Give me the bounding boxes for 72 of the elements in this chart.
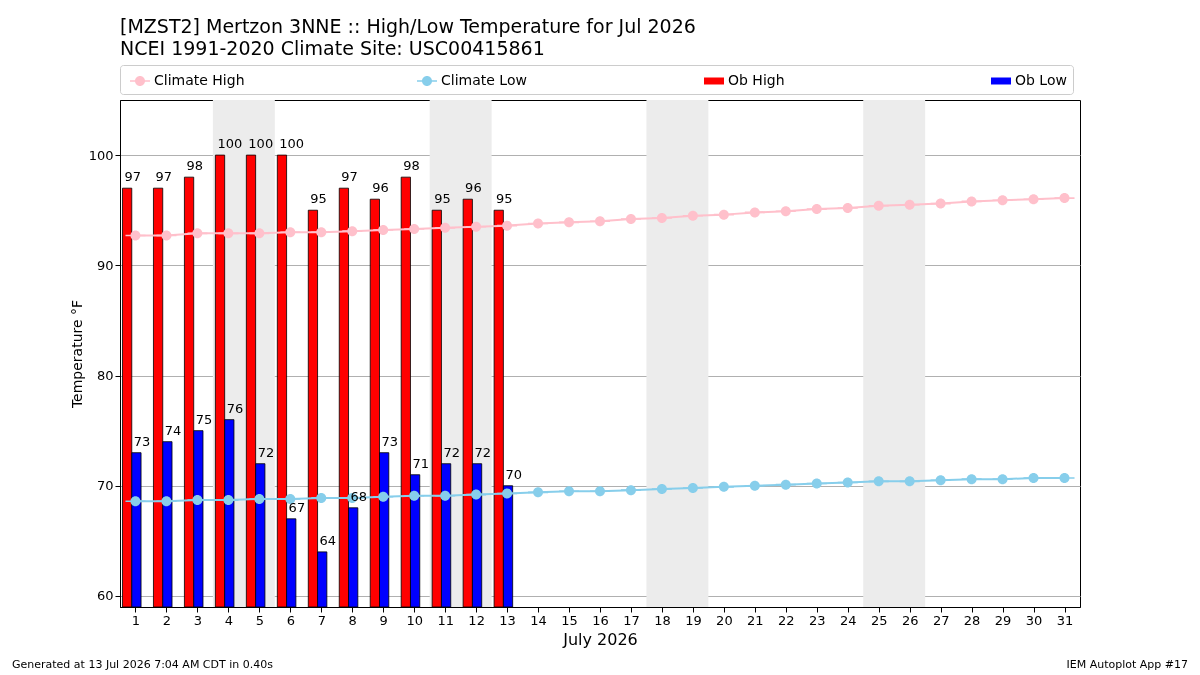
y-tick-label: 70 — [96, 478, 114, 494]
x-tick-label: 29 — [994, 612, 1012, 628]
x-tick-label: 28 — [963, 612, 981, 628]
legend-label: Climate High — [154, 72, 245, 88]
x-tick-label: 16 — [592, 612, 609, 628]
x-tick-label: 12 — [468, 612, 485, 628]
data-label: 96 — [372, 180, 389, 196]
x-tick-label: 21 — [747, 612, 764, 628]
data-label: 96 — [465, 180, 482, 196]
y-tick-label: 80 — [96, 368, 114, 384]
x-tick-label: 27 — [932, 612, 950, 628]
text: IEM Autoplot App #17 — [1066, 658, 1188, 671]
y-tick-label: 60 — [96, 588, 114, 604]
data-label: 72 — [443, 444, 460, 460]
x-tick-label: 14 — [530, 612, 547, 628]
data-label: 95 — [434, 191, 451, 207]
data-label: 74 — [164, 422, 182, 438]
x-tick-label: 10 — [406, 612, 423, 628]
data-label: 70 — [505, 466, 522, 482]
legend-label: Ob High — [728, 72, 785, 88]
data-label: 64 — [319, 532, 337, 548]
x-tick-label: 23 — [809, 612, 826, 628]
x-tick-label: 26 — [901, 612, 919, 628]
x-tick-label: 9 — [379, 612, 388, 628]
x-tick-label: 17 — [623, 612, 640, 628]
data-label: 97 — [124, 169, 142, 185]
legend-label: Ob Low — [1015, 72, 1067, 88]
data-label: 71 — [412, 455, 430, 471]
data-label: 73 — [133, 433, 151, 449]
x-axis-title: July 2026 — [562, 629, 638, 649]
data-label: 72 — [474, 444, 491, 460]
x-tick-label: 19 — [685, 612, 702, 628]
y-tick-label: 100 — [88, 147, 114, 163]
x-tick-label: 3 — [193, 612, 203, 628]
x-tick-label: 8 — [348, 612, 357, 628]
data-label: 97 — [341, 169, 358, 185]
data-label: 75 — [195, 411, 213, 427]
x-tick-label: 13 — [499, 612, 516, 628]
x-tick-label: 18 — [654, 612, 671, 628]
data-label: 98 — [186, 158, 203, 174]
data-label: 100 — [279, 136, 305, 152]
y-tick-label: 90 — [96, 257, 114, 273]
x-tick-label: 31 — [1056, 612, 1074, 628]
data-label: 95 — [310, 191, 327, 207]
data-label: 98 — [403, 158, 420, 174]
y-axis-title: Temperature °F — [68, 299, 85, 410]
data-label: 76 — [226, 400, 244, 416]
x-tick-label: 1 — [131, 612, 141, 628]
data-label: 95 — [496, 191, 513, 207]
data-label: 100 — [217, 136, 243, 152]
x-tick-label: 7 — [317, 612, 326, 628]
chart-subtitle: NCEI 1991-2020 Climate Site: USC00415861 — [120, 36, 545, 59]
data-label: 72 — [257, 444, 275, 460]
x-tick-label: 11 — [437, 612, 454, 628]
legend-label: Climate Low — [441, 72, 527, 88]
x-tick-label: 2 — [162, 612, 172, 628]
x-tick-label: 6 — [286, 612, 295, 628]
chart-title: [MZST2] Mertzon 3NNE :: High/Low Temperature for Jul 2026 — [120, 14, 696, 37]
x-tick-label: 4 — [224, 612, 234, 628]
text: Generated at 13 Jul 2026 7:04 AM CDT in 0.40s — [12, 658, 274, 671]
x-tick-label: 15 — [561, 612, 578, 628]
x-tick-label: 25 — [870, 612, 888, 628]
data-label: 67 — [288, 499, 306, 515]
x-tick-label: 20 — [716, 612, 733, 628]
data-label: 97 — [155, 169, 172, 185]
x-tick-label: 22 — [778, 612, 795, 628]
x-tick-label: 30 — [1025, 612, 1043, 628]
data-label: 68 — [350, 488, 368, 504]
data-label: 73 — [381, 433, 399, 449]
x-tick-label: 5 — [255, 612, 264, 628]
x-tick-label: 24 — [839, 612, 857, 628]
data-label: 100 — [248, 136, 274, 152]
